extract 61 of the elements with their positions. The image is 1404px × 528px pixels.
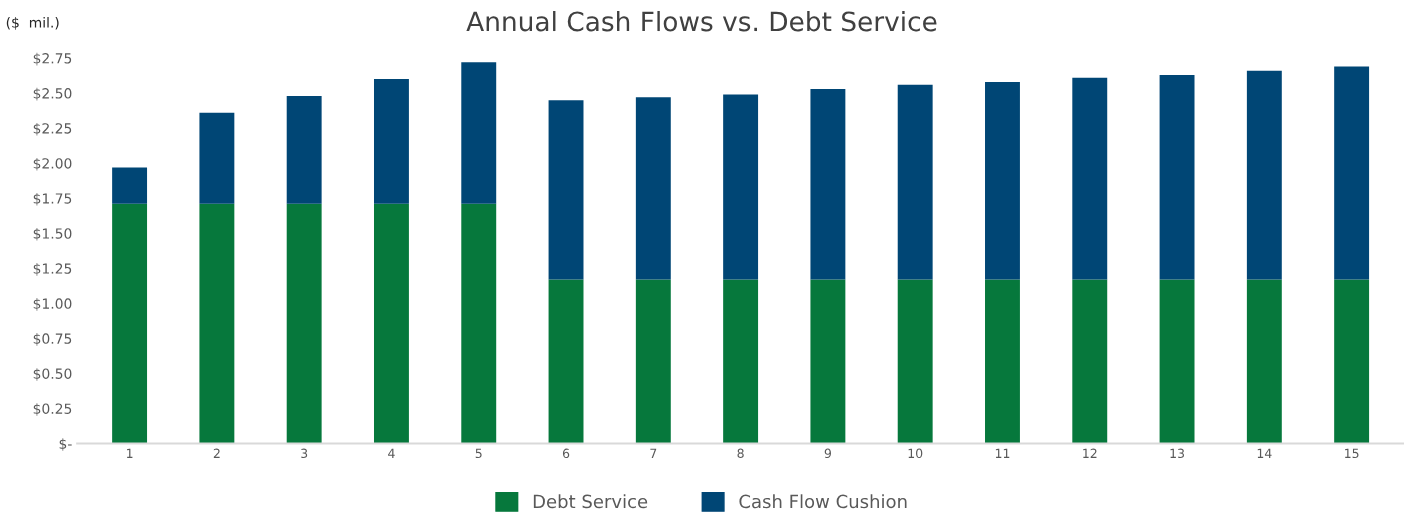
x-tick-label: 10 — [908, 448, 923, 459]
x-tick-label: 3 — [301, 448, 308, 459]
y-axis-title: ($ mil.) — [6, 17, 59, 30]
bar — [461, 203, 497, 444]
legend-label: Debt Service — [533, 494, 648, 509]
bar — [112, 167, 148, 204]
bar — [548, 100, 584, 280]
bar — [897, 279, 933, 444]
y-tick-label: $1.00 — [33, 298, 72, 311]
x-tick-label: 4 — [388, 448, 395, 458]
y-tick-label: $0.50 — [33, 368, 72, 381]
x-tick-label: 13 — [1170, 448, 1184, 459]
bar — [286, 95, 322, 204]
bar — [286, 203, 322, 444]
x-tick-label: 8 — [737, 448, 744, 459]
bar — [199, 203, 235, 444]
chart-title: Annual Cash Flows vs. Debt Service — [466, 10, 937, 32]
bar — [548, 279, 584, 444]
x-tick-label: 14 — [1257, 448, 1272, 458]
y-tick-label: $2.75 — [33, 52, 72, 66]
bar — [723, 94, 759, 280]
bar — [723, 279, 759, 444]
bar — [985, 81, 1020, 280]
bar — [635, 279, 671, 444]
bar — [1159, 279, 1195, 444]
bar — [374, 79, 409, 204]
bar — [985, 279, 1020, 444]
y-tick-label: $0.25 — [33, 403, 72, 416]
bar — [1334, 66, 1370, 280]
bar — [374, 203, 409, 444]
x-tick-label: 5 — [475, 448, 482, 459]
bar — [810, 279, 846, 444]
x-tick-label: 1 — [126, 448, 133, 458]
y-tick-label: $1.75 — [33, 192, 72, 206]
bar — [635, 97, 671, 280]
x-tick-label: 9 — [824, 448, 831, 459]
y-tick-label: $2.25 — [33, 122, 72, 136]
bar — [897, 84, 933, 280]
bar — [1072, 77, 1108, 280]
y-tick-label: $2.00 — [33, 157, 72, 171]
x-tick-label: 15 — [1345, 448, 1359, 459]
x-tick-label: 6 — [562, 448, 570, 459]
y-tick-label: $- — [59, 438, 72, 451]
x-tick-label: 11 — [995, 448, 1010, 458]
bar — [1334, 279, 1370, 444]
y-tick-label: $0.75 — [33, 333, 72, 346]
bar — [461, 62, 497, 204]
bar — [1246, 279, 1282, 444]
bar — [1159, 74, 1195, 280]
y-tick-label: $1.50 — [33, 228, 72, 241]
x-tick-label: 12 — [1083, 448, 1097, 458]
bar — [199, 112, 235, 204]
legend-label: Cash Flow Cushion — [739, 494, 907, 509]
bar — [810, 88, 846, 280]
bar — [112, 203, 148, 444]
bar — [1246, 70, 1282, 280]
x-tick-label: 7 — [650, 448, 657, 458]
bar — [1072, 279, 1108, 444]
y-tick-label: $2.50 — [33, 87, 72, 101]
y-tick-label: $1.25 — [33, 263, 72, 276]
x-tick-label: 2 — [213, 448, 220, 458]
